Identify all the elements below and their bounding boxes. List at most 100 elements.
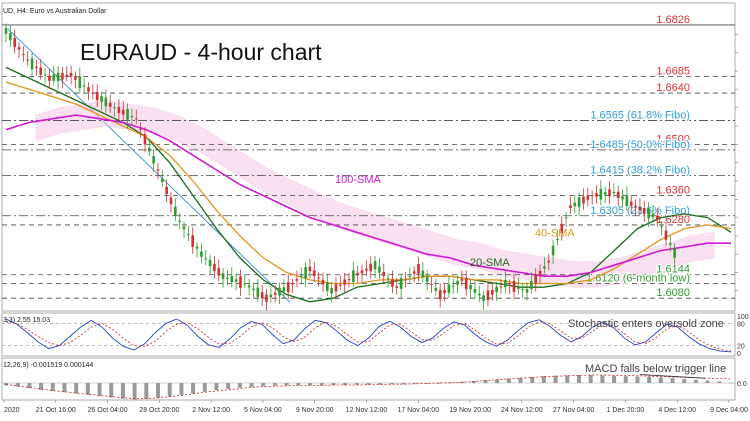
stoch-tick: 100 <box>737 314 749 321</box>
candle-body <box>469 284 472 290</box>
candle-body <box>434 287 438 291</box>
macd-bar <box>202 383 207 392</box>
chart-annotations: 100-SMA 40-SMA 20-SMA <box>335 174 575 269</box>
macd-tick: 0.0 <box>737 381 747 388</box>
macd-bar <box>588 375 593 383</box>
candle-body <box>590 195 594 197</box>
sma-label: 40-SMA <box>535 228 575 240</box>
candle-body <box>616 191 620 198</box>
line-40-sma <box>5 81 732 285</box>
candle-body <box>560 223 564 234</box>
level-label: 1.6415 (38.2% Fibo) <box>590 164 690 176</box>
x-tick-label: 21 Oct 16:00 <box>36 407 76 414</box>
candle-body <box>608 189 611 197</box>
candle-body <box>551 245 555 256</box>
candle-body <box>595 193 598 197</box>
level-label: 1.6685 <box>656 66 690 78</box>
level-label: 1.6500 <box>656 133 690 145</box>
macd-bar <box>62 383 67 393</box>
candle-body <box>286 282 290 293</box>
candle-body <box>330 288 333 294</box>
macd-bar <box>424 383 429 384</box>
candle-body <box>391 278 394 287</box>
candle-body <box>343 279 346 285</box>
candle-body <box>108 102 112 107</box>
chart-title: EURAUD - 4-hour chart <box>80 39 322 65</box>
x-tick-label: 17 Nov 04:00 <box>397 407 439 414</box>
candle-body <box>625 195 629 207</box>
macd-bar <box>541 376 546 383</box>
candle-body <box>490 290 494 295</box>
candle-body <box>91 92 95 94</box>
candle-body <box>660 226 663 228</box>
level-label: 1.6565 (61.8% Fibo) <box>590 110 690 122</box>
level-label: 1.6826 <box>656 14 690 26</box>
macd-bar <box>366 383 371 385</box>
candle-body <box>504 279 507 288</box>
candle-body <box>456 280 459 285</box>
macd-bar <box>471 381 476 383</box>
candle-body <box>352 270 355 282</box>
candle-body <box>408 275 412 277</box>
sma-label: 100-SMA <box>335 174 382 186</box>
candle-body <box>152 155 155 164</box>
candle-body <box>577 197 581 208</box>
candle-body <box>117 106 121 114</box>
macd-bar <box>179 383 184 395</box>
moving-averages <box>5 66 732 303</box>
candle-body <box>239 276 242 288</box>
candle-body <box>634 205 637 208</box>
candle-body <box>621 196 624 200</box>
macd-bar <box>191 383 196 394</box>
candle-body <box>356 272 359 276</box>
macd-note: MACD falls below trigger line <box>585 363 726 375</box>
ichimoku-cloud <box>35 99 715 288</box>
x-tick-label: 24 Nov 12:00 <box>501 407 543 414</box>
candle-body <box>87 87 90 92</box>
candle-body <box>195 246 199 249</box>
macd-bar <box>623 376 628 383</box>
macd-bar <box>378 383 383 385</box>
candle-body <box>482 295 485 301</box>
candle-body <box>664 230 668 240</box>
fibo-trendline <box>7 28 291 303</box>
macd-bar <box>693 379 698 383</box>
macd-bar <box>576 375 581 383</box>
macd-trendline <box>639 374 706 379</box>
candle-body <box>304 267 307 279</box>
candle-body <box>169 197 173 205</box>
candle-body <box>347 279 351 281</box>
macd-bar <box>600 375 605 383</box>
candle-body <box>9 33 12 41</box>
candle-body <box>647 208 650 219</box>
candle-body <box>4 27 8 34</box>
candle-body <box>295 279 299 281</box>
candle-body <box>582 196 585 204</box>
candle-body <box>538 270 542 276</box>
candle-body <box>404 279 407 281</box>
candle-body <box>191 235 195 247</box>
candle-body <box>143 134 147 145</box>
candle-body <box>247 285 251 288</box>
candle-body <box>213 263 216 272</box>
candle-body <box>121 109 125 115</box>
candle-body <box>134 118 138 120</box>
macd-bar <box>27 383 32 389</box>
macd-bar <box>343 383 348 385</box>
macd-bar <box>50 383 55 391</box>
macd-panel: 12,26,9) -0.001519 0.000144 MACD falls be… <box>2 362 747 400</box>
candle-body <box>534 274 538 284</box>
candle-body <box>139 128 142 130</box>
x-tick-label: 26 Oct 04:00 <box>88 407 128 414</box>
candle-body <box>369 263 373 272</box>
macd-bar <box>729 382 733 384</box>
candle-body <box>221 273 225 280</box>
candle-body <box>612 191 616 193</box>
line-20-sma <box>5 66 732 303</box>
macd-bar <box>612 375 617 383</box>
candle-body <box>113 107 116 109</box>
candle-body <box>30 58 34 70</box>
macd-bar <box>401 383 406 385</box>
line-100-sma <box>5 114 731 278</box>
macd-bar <box>15 383 20 387</box>
